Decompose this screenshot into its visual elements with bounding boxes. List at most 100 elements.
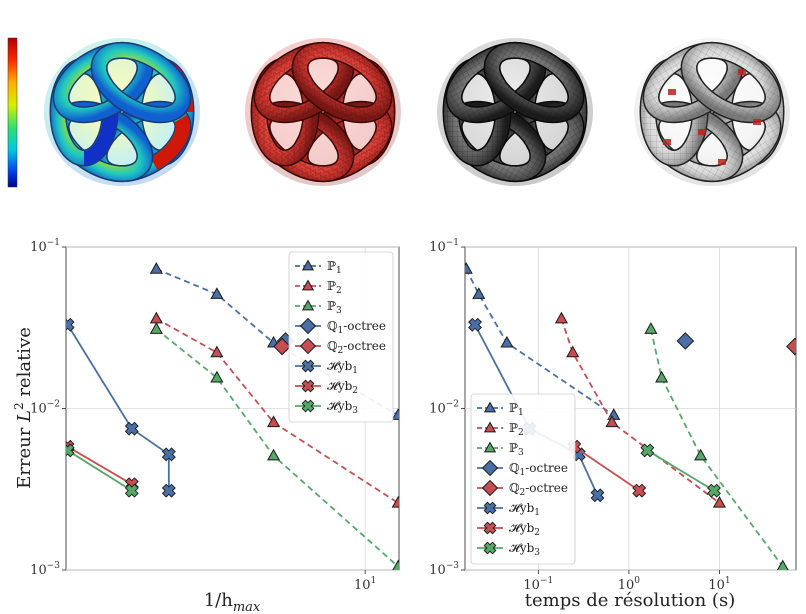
chart-error-vs-h: 10−1 10−2 10−3 101 ℙ1 ℙ2 ℙ3 ℚ1-octree ℚ2-octree… xyxy=(12,238,400,614)
tetra-mesh-render xyxy=(245,38,401,186)
data-point xyxy=(273,337,291,356)
legend-label: 𝓗yb3 xyxy=(327,399,358,416)
legend-label: ℙ1 xyxy=(509,401,524,418)
data-point xyxy=(694,448,708,461)
y-tick-label: 10−3 xyxy=(30,561,60,578)
legend-box xyxy=(470,393,576,565)
data-point xyxy=(554,311,569,324)
legend-label: ℙ1 xyxy=(327,259,342,276)
data-point xyxy=(161,447,176,462)
data-point xyxy=(392,559,399,570)
data-point xyxy=(210,370,224,383)
legend-marker xyxy=(301,359,315,373)
data-point xyxy=(707,483,721,498)
x-tick-label: 100 xyxy=(618,576,641,593)
legend-item: ℙ3 xyxy=(295,299,342,316)
legend-marker xyxy=(301,299,315,311)
data-point xyxy=(266,448,281,461)
legend-box xyxy=(288,251,394,423)
legend: ℙ1 ℙ2 ℙ3 ℚ1-octree ℚ2-octree 𝓗yb1 𝓗yb2 𝓗yb3 xyxy=(288,251,394,423)
legend-item: ℙ2 xyxy=(477,421,524,438)
legend-marker xyxy=(483,421,497,433)
chart-error-vs-time: 10−1 10−2 10−3 10−1 100 101 ℙ1 ℙ2 ℙ3 ℚ1-octree ℚ2… xyxy=(429,238,797,611)
data-point xyxy=(566,345,580,358)
legend-item: 𝓗yb2 xyxy=(477,521,540,538)
legend: ℙ1 ℙ2 ℙ3 ℚ1-octree ℚ2-octree 𝓗yb1 𝓗yb2 𝓗yb3 xyxy=(470,393,576,565)
legend-marker xyxy=(483,401,497,413)
legend-label: 𝓗yb2 xyxy=(327,379,358,396)
data-point xyxy=(161,483,176,498)
legend-marker xyxy=(481,459,499,477)
data-point xyxy=(124,421,139,436)
series-line xyxy=(465,268,615,416)
legend-item: 𝓗yb1 xyxy=(477,501,540,518)
legend-label: ℙ3 xyxy=(509,441,524,458)
data-point xyxy=(712,495,727,508)
legend-label: 𝓗yb2 xyxy=(509,521,540,538)
y-tick-label: 10−2 xyxy=(30,400,60,417)
y-tick-label: 10−2 xyxy=(429,400,459,417)
series-line xyxy=(67,445,133,485)
data-point xyxy=(465,262,473,274)
series-line xyxy=(67,449,133,492)
legend-marker xyxy=(301,259,315,271)
legend-item: ℙ1 xyxy=(477,401,524,418)
data-point xyxy=(149,262,163,274)
data-point xyxy=(655,370,669,383)
data-point xyxy=(500,335,514,348)
y-axis-label: Erreur L2 relative xyxy=(12,327,35,489)
data-point xyxy=(776,559,789,570)
legend-label: 𝓗yb3 xyxy=(509,541,540,558)
data-point xyxy=(605,415,619,428)
y-tick-label: 10−1 xyxy=(429,238,459,255)
series-line xyxy=(646,449,715,492)
data-point xyxy=(266,415,281,428)
data-point xyxy=(676,332,695,350)
data-point xyxy=(210,287,224,299)
data-point xyxy=(210,345,224,358)
legend-item: ℙ3 xyxy=(477,441,524,458)
series-line xyxy=(155,328,399,568)
series-layer xyxy=(465,262,796,570)
legend-label: ℙ3 xyxy=(327,299,342,316)
rendering-strip xyxy=(7,37,790,188)
colorbar xyxy=(7,37,18,188)
tick-labels: 10−1 10−2 10−3 101 xyxy=(30,238,376,593)
hybrid-mesh-render xyxy=(634,38,790,186)
legend-item: ℚ2-octree xyxy=(477,479,568,498)
x-tick-label: 101 xyxy=(354,576,376,593)
legend-item: 𝓗yb1 xyxy=(295,359,358,376)
series-line xyxy=(66,324,170,491)
legend-label: ℙ2 xyxy=(327,279,342,296)
legend-item: ℚ1-octree xyxy=(477,459,568,478)
x-axis-label: 1/hmax xyxy=(204,590,261,614)
data-point xyxy=(468,317,482,332)
data-point xyxy=(590,488,605,503)
y-tick-label: 10−1 xyxy=(30,238,60,255)
legend-label: ℚ1-octree xyxy=(327,319,386,336)
legend-label: ℙ2 xyxy=(509,421,524,438)
data-point xyxy=(66,443,75,458)
legend-label: ℚ2-octree xyxy=(509,481,568,498)
data-point xyxy=(391,495,399,508)
data-point xyxy=(786,337,796,356)
legend-label: 𝓗yb1 xyxy=(509,501,540,518)
data-point xyxy=(632,483,647,498)
data-point xyxy=(640,443,655,458)
legend-item: 𝓗yb2 xyxy=(295,379,358,396)
series-line xyxy=(560,318,721,504)
legend-marker xyxy=(483,441,497,453)
legend-item: ℙ2 xyxy=(295,279,342,296)
x-axis-label: temps de résolution (s) xyxy=(525,590,735,611)
data-point xyxy=(472,287,486,299)
data-point xyxy=(66,317,75,332)
legend-marker xyxy=(483,521,497,535)
data-point xyxy=(391,408,399,420)
y-tick-label: 10−3 xyxy=(429,561,459,578)
legend-marker xyxy=(301,379,315,393)
legend-marker xyxy=(483,501,497,515)
x-tick-label: 10−1 xyxy=(523,576,553,593)
series-line xyxy=(155,317,399,504)
legend-label: ℚ1-octree xyxy=(509,461,568,478)
